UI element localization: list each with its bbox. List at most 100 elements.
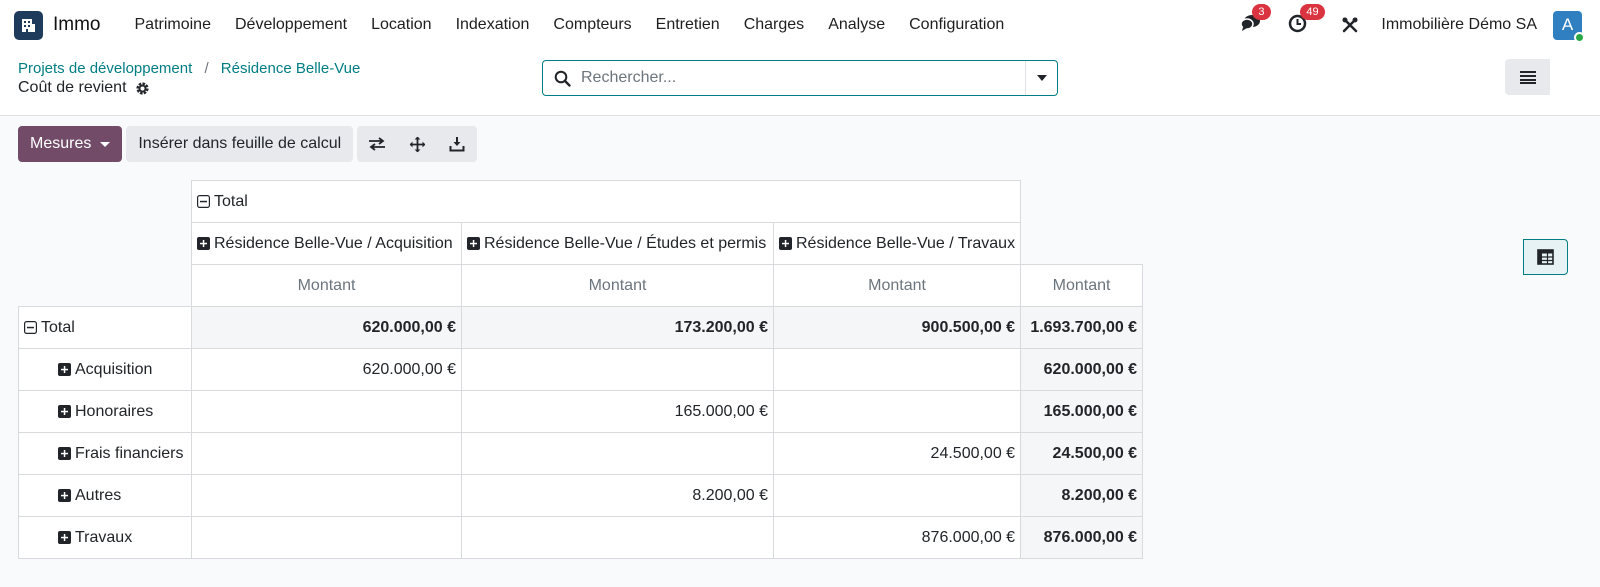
menu-compteurs[interactable]: Compteurs xyxy=(553,16,632,33)
menu-patrimoine[interactable]: Patrimoine xyxy=(134,16,211,33)
activities-button[interactable]: 49 xyxy=(1288,3,1325,37)
app-name[interactable]: Immo xyxy=(53,14,101,35)
menu-location[interactable]: Location xyxy=(371,16,432,33)
col-header-etudes-permis[interactable]: Résidence Belle-Vue / Études et permis xyxy=(461,222,774,265)
navbar-systray: 3 49 Immobilière Démo SA A xyxy=(1218,0,1585,50)
plus-square-icon xyxy=(467,236,480,250)
building-icon[interactable] xyxy=(14,10,43,40)
pivot-cell-grand-total[interactable]: 1.693.700,00 € xyxy=(1020,306,1144,349)
page-title: Coût de revient xyxy=(18,79,150,97)
pivot-table: Total Résidence Belle-Vue / Acquisition … xyxy=(18,180,1144,559)
pivot-cell[interactable]: 900.500,00 € xyxy=(772,306,1022,349)
measure-header[interactable]: Montant xyxy=(772,264,1022,307)
pivot-cell[interactable] xyxy=(191,516,462,559)
menu-charges[interactable]: Charges xyxy=(743,16,805,33)
menu-developpement[interactable]: Développement xyxy=(234,16,348,33)
pivot-measure-row: Montant Montant Montant Montant xyxy=(19,264,1144,307)
download-icon xyxy=(449,137,465,152)
avatar-letter: A xyxy=(1561,15,1574,34)
list-icon xyxy=(1519,71,1536,84)
pivot-cell-row-total[interactable]: 24.500,00 € xyxy=(1020,432,1144,475)
row-header-total[interactable]: Total xyxy=(18,306,192,349)
pivot-header-row-groups: Résidence Belle-Vue / Acquisition Réside… xyxy=(19,222,1143,265)
company-switcher[interactable]: Immobilière Démo SA xyxy=(1381,16,1537,33)
plus-square-icon xyxy=(58,530,71,544)
plus-square-icon xyxy=(197,236,210,250)
user-avatar[interactable]: A xyxy=(1553,10,1585,43)
pivot-cell[interactable]: 165.000,00 € xyxy=(461,390,774,433)
caret-down-icon xyxy=(1036,75,1047,81)
control-panel: Projets de développement / Résidence Bel… xyxy=(0,50,1600,275)
breadcrumb-current[interactable]: Résidence Belle-Vue xyxy=(220,60,361,77)
search-options-toggle[interactable] xyxy=(1025,61,1057,95)
page-title-text: Coût de revient xyxy=(18,79,127,96)
search-input[interactable] xyxy=(579,61,1025,95)
arrows-move-icon xyxy=(409,136,425,152)
menu-entretien[interactable]: Entretien xyxy=(655,16,720,33)
clock-icon xyxy=(1288,14,1307,37)
search-icon xyxy=(543,70,579,87)
breadcrumb: Projets de développement / Résidence Bel… xyxy=(18,60,360,77)
pivot-cell[interactable] xyxy=(191,432,462,475)
col-header-travaux[interactable]: Résidence Belle-Vue / Travaux xyxy=(772,222,1022,265)
list-view-button[interactable] xyxy=(1505,59,1550,95)
breadcrumb-parent[interactable]: Projets de développement xyxy=(18,60,193,77)
measure-header[interactable]: Montant xyxy=(1020,264,1144,307)
expand-all-button[interactable] xyxy=(397,126,438,162)
plus-square-icon xyxy=(58,488,71,502)
gear-icon[interactable] xyxy=(135,81,150,96)
row-header-acquisition[interactable]: Acquisition xyxy=(18,348,192,391)
plus-square-icon xyxy=(58,446,71,460)
col-header-total[interactable]: Total xyxy=(190,180,1022,223)
online-status-icon xyxy=(1574,31,1585,43)
pivot-cell-row-total[interactable]: 8.200,00 € xyxy=(1020,474,1144,517)
caret-down-icon xyxy=(100,141,111,147)
exchange-icon xyxy=(369,137,386,151)
pivot-actions-group xyxy=(357,126,478,162)
messages-badge: 3 xyxy=(1252,4,1271,20)
row-header-autres[interactable]: Autres xyxy=(18,474,192,517)
measures-dropdown-button[interactable]: Mesures xyxy=(18,126,123,162)
activities-badge: 49 xyxy=(1300,3,1325,20)
tools-icon[interactable] xyxy=(1341,16,1359,34)
pivot-cell[interactable] xyxy=(461,516,774,559)
row-header-frais-financiers[interactable]: Frais financiers xyxy=(18,432,192,475)
pivot-cell[interactable]: 24.500,00 € xyxy=(772,432,1022,475)
pivot-cell[interactable]: 173.200,00 € xyxy=(461,306,774,349)
pivot-cell[interactable] xyxy=(461,432,774,475)
download-button[interactable] xyxy=(437,126,478,162)
pivot-cell[interactable]: 620.000,00 € xyxy=(191,348,462,391)
pivot-cell[interactable] xyxy=(461,348,774,391)
row-header-travaux[interactable]: Travaux xyxy=(18,516,192,559)
view-switcher xyxy=(1505,59,1568,275)
pivot-table-icon xyxy=(1537,249,1554,265)
messages-button[interactable]: 3 xyxy=(1240,4,1271,36)
pivot-cell[interactable]: 876.000,00 € xyxy=(772,516,1022,559)
menu-analyse[interactable]: Analyse xyxy=(828,16,886,33)
pivot-view-button[interactable] xyxy=(1523,239,1568,275)
pivot-row-total: Total 620.000,00 € 173.200,00 € 900.500,… xyxy=(18,306,1144,349)
pivot-cell[interactable] xyxy=(772,348,1022,391)
pivot-cell[interactable] xyxy=(191,390,462,433)
pivot-row-frais-financiers: Frais financiers 24.500,00 € 24.500,00 € xyxy=(18,432,1144,475)
measure-header[interactable]: Montant xyxy=(191,264,462,307)
pivot-cell[interactable] xyxy=(772,474,1022,517)
pivot-row-travaux: Travaux 876.000,00 € 876.000,00 € xyxy=(18,516,1144,559)
search-bar xyxy=(542,60,1058,96)
flip-axis-button[interactable] xyxy=(357,126,398,162)
row-header-honoraires[interactable]: Honoraires xyxy=(18,390,192,433)
pivot-cell-row-total[interactable]: 620.000,00 € xyxy=(1020,348,1144,391)
col-header-acquisition[interactable]: Résidence Belle-Vue / Acquisition xyxy=(191,222,462,265)
plus-square-icon xyxy=(58,404,71,418)
pivot-cell[interactable]: 8.200,00 € xyxy=(461,474,774,517)
pivot-cell[interactable]: 620.000,00 € xyxy=(191,306,462,349)
pivot-cell-row-total[interactable]: 165.000,00 € xyxy=(1020,390,1144,433)
pivot-cell-row-total[interactable]: 876.000,00 € xyxy=(1020,516,1144,559)
measure-header[interactable]: Montant xyxy=(461,264,774,307)
main-menu: Patrimoine Développement Location Indexa… xyxy=(123,16,1017,34)
menu-configuration[interactable]: Configuration xyxy=(909,16,1005,33)
pivot-cell[interactable] xyxy=(191,474,462,517)
pivot-cell[interactable] xyxy=(772,390,1022,433)
insert-spreadsheet-button[interactable]: Insérer dans feuille de calcul xyxy=(126,126,354,162)
menu-indexation[interactable]: Indexation xyxy=(455,16,530,33)
